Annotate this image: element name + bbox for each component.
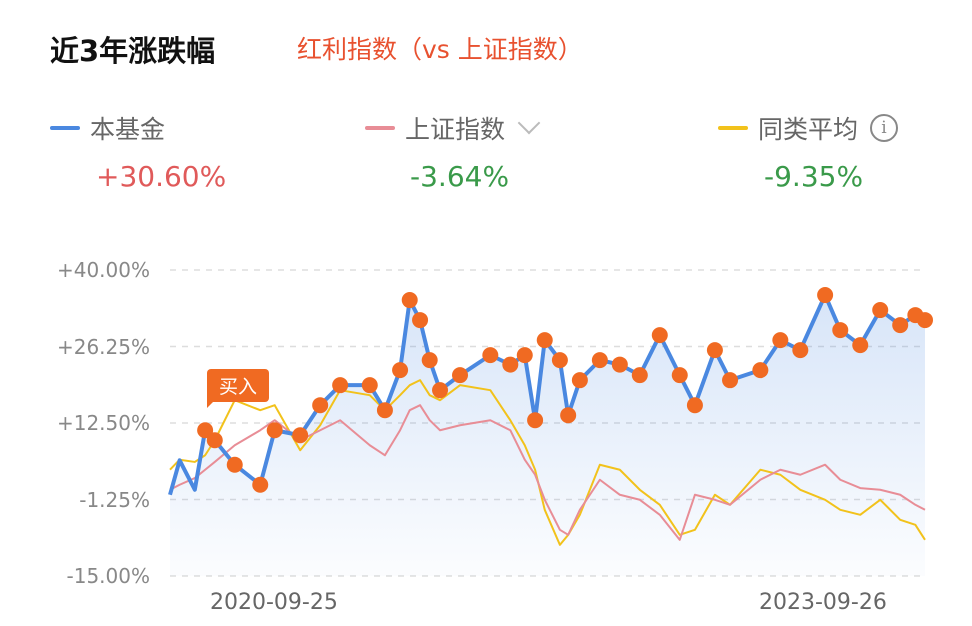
info-icon[interactable]: i (870, 114, 899, 142)
legend-label: 本基金 (90, 115, 166, 144)
trade-marker (516, 347, 533, 364)
y-tick-label: +40.00% (56, 258, 150, 282)
trade-marker (527, 412, 544, 429)
peer-average-return: -9.35% (764, 160, 864, 193)
trade-marker (832, 322, 849, 339)
trade-marker (722, 372, 739, 389)
trade-marker (266, 422, 283, 439)
trade-marker (852, 337, 869, 354)
trade-marker (706, 342, 723, 359)
trade-marker (206, 432, 223, 449)
trade-marker (551, 352, 568, 369)
trade-marker (611, 356, 628, 373)
trade-marker (631, 367, 648, 384)
trade-marker (452, 367, 469, 384)
series-line-index (169, 404, 926, 541)
trade-marker (792, 342, 809, 359)
trade-marker (197, 422, 214, 439)
trade-marker (482, 347, 499, 364)
x-tick-label: 2023-09-26 (759, 590, 887, 615)
trade-marker (686, 397, 703, 414)
trade-marker (651, 327, 668, 344)
legend-label: 上证指数 (405, 115, 506, 144)
trade-marker (376, 402, 393, 419)
trade-marker (292, 427, 309, 444)
trade-marker (361, 377, 378, 394)
y-tick-label: +12.50% (56, 411, 150, 435)
buy-marker-label: 买入 (207, 369, 270, 402)
trade-marker (772, 332, 789, 349)
trade-marker (872, 302, 889, 319)
trade-marker (432, 382, 449, 399)
trade-marker (571, 372, 588, 389)
legend-swatch (365, 126, 395, 130)
legend-label: 同类平均 (758, 115, 859, 144)
trade-marker (252, 476, 269, 493)
trade-marker (892, 317, 909, 334)
page-title: 近3年涨跌幅 (50, 34, 216, 68)
y-tick-label: +26.25% (56, 335, 150, 359)
series-line-peer-average (169, 379, 926, 546)
trade-marker (226, 456, 243, 473)
legend-peer-average[interactable]: 同类平均 i (718, 110, 899, 146)
legend-swatch (718, 126, 748, 130)
trade-marker (412, 312, 429, 329)
trade-marker (671, 367, 688, 384)
trade-marker (817, 287, 834, 304)
trade-marker (591, 352, 608, 369)
x-tick-label: 2020-09-25 (210, 590, 338, 615)
benchmark-selector[interactable]: 红利指数（vs 上证指数） (297, 35, 583, 64)
legend-fund[interactable]: 本基金 (50, 110, 165, 146)
y-tick-label: -1.25% (79, 488, 150, 512)
trade-marker (752, 362, 769, 379)
trade-marker (536, 332, 553, 349)
buy-marker-tail (207, 398, 217, 408)
y-tick-label: -15.00% (66, 564, 150, 588)
trade-marker (312, 397, 329, 414)
index-return: -3.64% (410, 160, 510, 193)
legend-swatch (50, 126, 80, 130)
fund-area (170, 295, 925, 576)
trade-marker (392, 362, 409, 379)
trade-marker (560, 407, 577, 424)
legend-index[interactable]: 上证指数 (365, 110, 541, 146)
trade-marker (401, 292, 418, 309)
trade-marker (502, 356, 519, 373)
fund-return: +30.60% (96, 160, 227, 193)
trade-marker (332, 377, 349, 394)
trade-marker (917, 312, 933, 329)
trade-marker (421, 352, 438, 369)
